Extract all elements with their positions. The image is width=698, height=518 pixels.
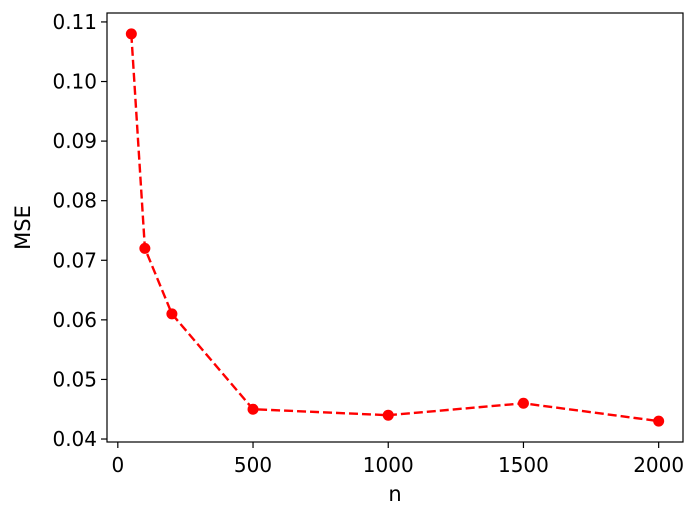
data-point [653,415,665,427]
x-axis-label: n [388,482,401,506]
data-point [517,397,529,409]
x-tick-label: 500 [234,453,272,477]
y-tick-label: 0.07 [52,248,97,272]
y-tick-label: 0.09 [52,129,97,153]
x-tick-label: 0 [111,453,124,477]
data-point [166,308,178,320]
axis-ticks: 0 500 1000 1500 2000 0.04 0.05 0.06 0.07 0.08 0.09… [52,10,684,477]
series-line [130,33,659,423]
y-axis-label: MSE [11,205,35,250]
x-tick-label: 2000 [633,453,684,477]
y-tick-label: 0.10 [52,70,97,94]
data-point [247,403,259,415]
y-tick-label: 0.04 [52,427,97,451]
y-tick-label: 0.11 [52,10,97,34]
data-point [382,409,394,421]
y-tick-label: 0.05 [52,367,97,391]
x-tick-label: 1500 [498,453,549,477]
axes-frame [106,12,684,443]
y-tick-label: 0.08 [52,189,97,213]
x-tick-label: 1000 [363,453,414,477]
plot-area [125,28,665,427]
data-point [125,28,137,40]
data-point [139,242,151,254]
y-tick-label: 0.06 [52,308,97,332]
